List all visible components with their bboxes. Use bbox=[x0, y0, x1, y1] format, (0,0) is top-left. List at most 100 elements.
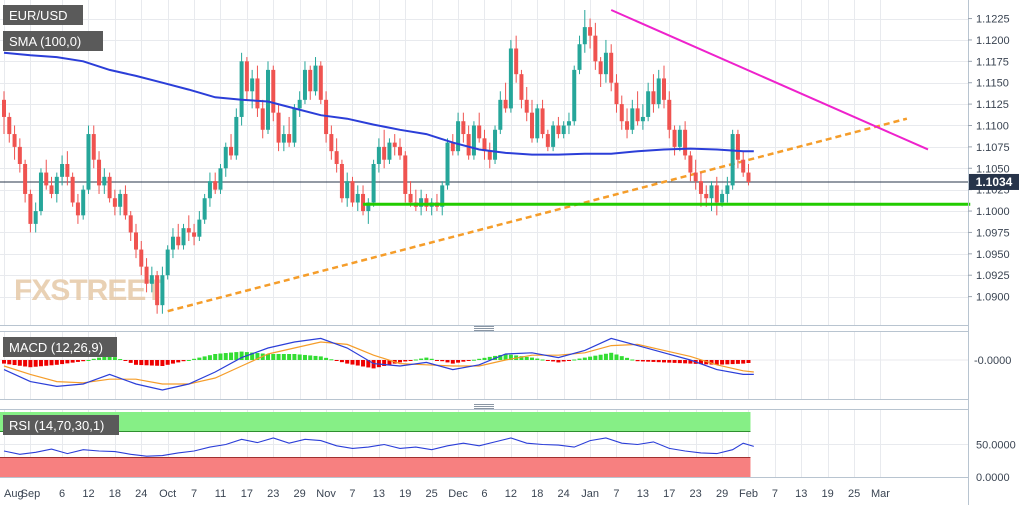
candle bbox=[160, 266, 165, 314]
candle bbox=[361, 185, 366, 216]
x-tick-label: 7 bbox=[349, 488, 355, 500]
macd-histogram-bar bbox=[662, 360, 666, 363]
resize-grip-macd[interactable] bbox=[474, 326, 494, 331]
rsi-label[interactable]: RSI (14,70,30,1) bbox=[3, 415, 119, 435]
symbol-text: EUR/USD bbox=[9, 8, 68, 23]
symbol-label[interactable]: EUR/USD bbox=[3, 5, 83, 25]
candle bbox=[603, 39, 608, 83]
macd-histogram-bar bbox=[213, 354, 218, 360]
y-tick-label: 1.1050 bbox=[976, 163, 1010, 175]
candle bbox=[271, 65, 276, 122]
macd-series bbox=[2, 337, 754, 391]
macd-histogram-bar bbox=[609, 352, 614, 360]
macd-histogram-bar bbox=[86, 360, 91, 361]
resistance-line[interactable] bbox=[610, 9, 929, 151]
y-tick-label: 1.1200 bbox=[976, 35, 1010, 47]
macd-y-tick-label: -0.0000 bbox=[974, 355, 1011, 367]
candle bbox=[218, 164, 223, 194]
candle bbox=[250, 69, 255, 109]
macd-histogram-bar bbox=[498, 354, 503, 360]
macd-histogram-bar bbox=[566, 360, 571, 361]
macd-y-axis[interactable]: -0.0000 bbox=[974, 355, 1011, 367]
candle bbox=[735, 129, 740, 169]
y-tick-label: 1.1075 bbox=[976, 142, 1010, 154]
ascending-trend-line[interactable] bbox=[167, 117, 908, 313]
rsi-line bbox=[3, 437, 754, 457]
price-y-axis[interactable]: 1.1225 1.1200 1.1175 1.1150 1.1125 1.1100 1.10… bbox=[968, 14, 1010, 304]
sma-text: SMA (100,0) bbox=[9, 34, 81, 49]
macd-histogram-bar bbox=[408, 360, 413, 361]
x-tick-label: Jan bbox=[581, 488, 599, 500]
x-tick-label: 23 bbox=[267, 488, 279, 500]
candle bbox=[471, 121, 476, 160]
candle bbox=[128, 211, 133, 241]
macd-histogram-bar bbox=[218, 353, 223, 360]
macd-histogram-bar bbox=[730, 360, 735, 365]
sma-label[interactable]: SMA (100,0) bbox=[3, 31, 103, 51]
macd-histogram-bar bbox=[65, 360, 70, 364]
macd-histogram-bar bbox=[181, 360, 186, 362]
x-tick-label: 12 bbox=[82, 488, 94, 500]
rsi-y-axis[interactable]: 50.0000 0.0000 bbox=[976, 440, 1016, 485]
candle bbox=[165, 245, 170, 280]
macd-histogram-bar bbox=[234, 352, 239, 360]
fxstreet-watermark: FXSTREET bbox=[14, 274, 163, 307]
macd-histogram-bar bbox=[229, 352, 234, 360]
macd-histogram-bar bbox=[735, 360, 740, 364]
macd-text: MACD (12,26,9) bbox=[9, 340, 103, 355]
candle bbox=[419, 189, 424, 216]
macd-label[interactable]: MACD (12,26,9) bbox=[3, 337, 117, 357]
macd-signal-line bbox=[3, 341, 754, 385]
candle bbox=[466, 125, 471, 160]
macd-histogram-bar bbox=[651, 360, 656, 362]
candle bbox=[17, 138, 22, 173]
candle bbox=[297, 91, 302, 117]
candle bbox=[329, 125, 334, 160]
macd-histogram-bar bbox=[709, 360, 714, 365]
candle bbox=[456, 112, 461, 156]
candle bbox=[2, 91, 6, 135]
macd-histogram-bar bbox=[81, 360, 86, 362]
macd-histogram-bar bbox=[535, 358, 540, 360]
candle bbox=[566, 112, 571, 135]
candle bbox=[276, 104, 281, 152]
macd-histogram-bar bbox=[456, 360, 461, 363]
candle bbox=[540, 99, 545, 139]
macd-histogram-bar bbox=[656, 360, 661, 363]
candle bbox=[75, 193, 80, 224]
macd-histogram-bar bbox=[588, 356, 593, 360]
macd-histogram-bar bbox=[619, 356, 624, 360]
macd-histogram-bar bbox=[725, 360, 730, 365]
macd-histogram-bar bbox=[324, 357, 329, 360]
resize-grip-rsi[interactable] bbox=[474, 404, 494, 409]
candle bbox=[667, 91, 672, 139]
macd-histogram-bar bbox=[2, 360, 6, 364]
price-series bbox=[0, 9, 971, 314]
candle bbox=[181, 223, 186, 250]
macd-histogram-bar bbox=[12, 360, 17, 366]
x-tick-label: 18 bbox=[531, 488, 543, 500]
macd-histogram-bar bbox=[646, 360, 651, 362]
candle bbox=[545, 129, 550, 152]
candle bbox=[688, 151, 693, 182]
candle bbox=[725, 176, 730, 203]
x-tick-label: 18 bbox=[109, 488, 121, 500]
rsi-y-tick-label: 0.0000 bbox=[976, 472, 1010, 484]
candle bbox=[202, 193, 207, 224]
macd-histogram-bar bbox=[292, 354, 297, 360]
x-tick-label: 17 bbox=[241, 488, 253, 500]
candle bbox=[698, 172, 703, 207]
y-tick-label: 1.0900 bbox=[976, 292, 1010, 304]
candle bbox=[598, 57, 603, 87]
candle bbox=[234, 108, 239, 160]
macd-histogram-bar bbox=[471, 359, 476, 361]
macd-histogram-bar bbox=[530, 357, 534, 360]
macd-histogram-bar bbox=[271, 354, 276, 360]
candle bbox=[662, 65, 666, 109]
macd-histogram-bar bbox=[155, 360, 160, 366]
candle bbox=[12, 125, 17, 160]
macd-histogram-bar bbox=[276, 354, 281, 360]
candle bbox=[709, 181, 714, 212]
candle bbox=[318, 61, 323, 105]
